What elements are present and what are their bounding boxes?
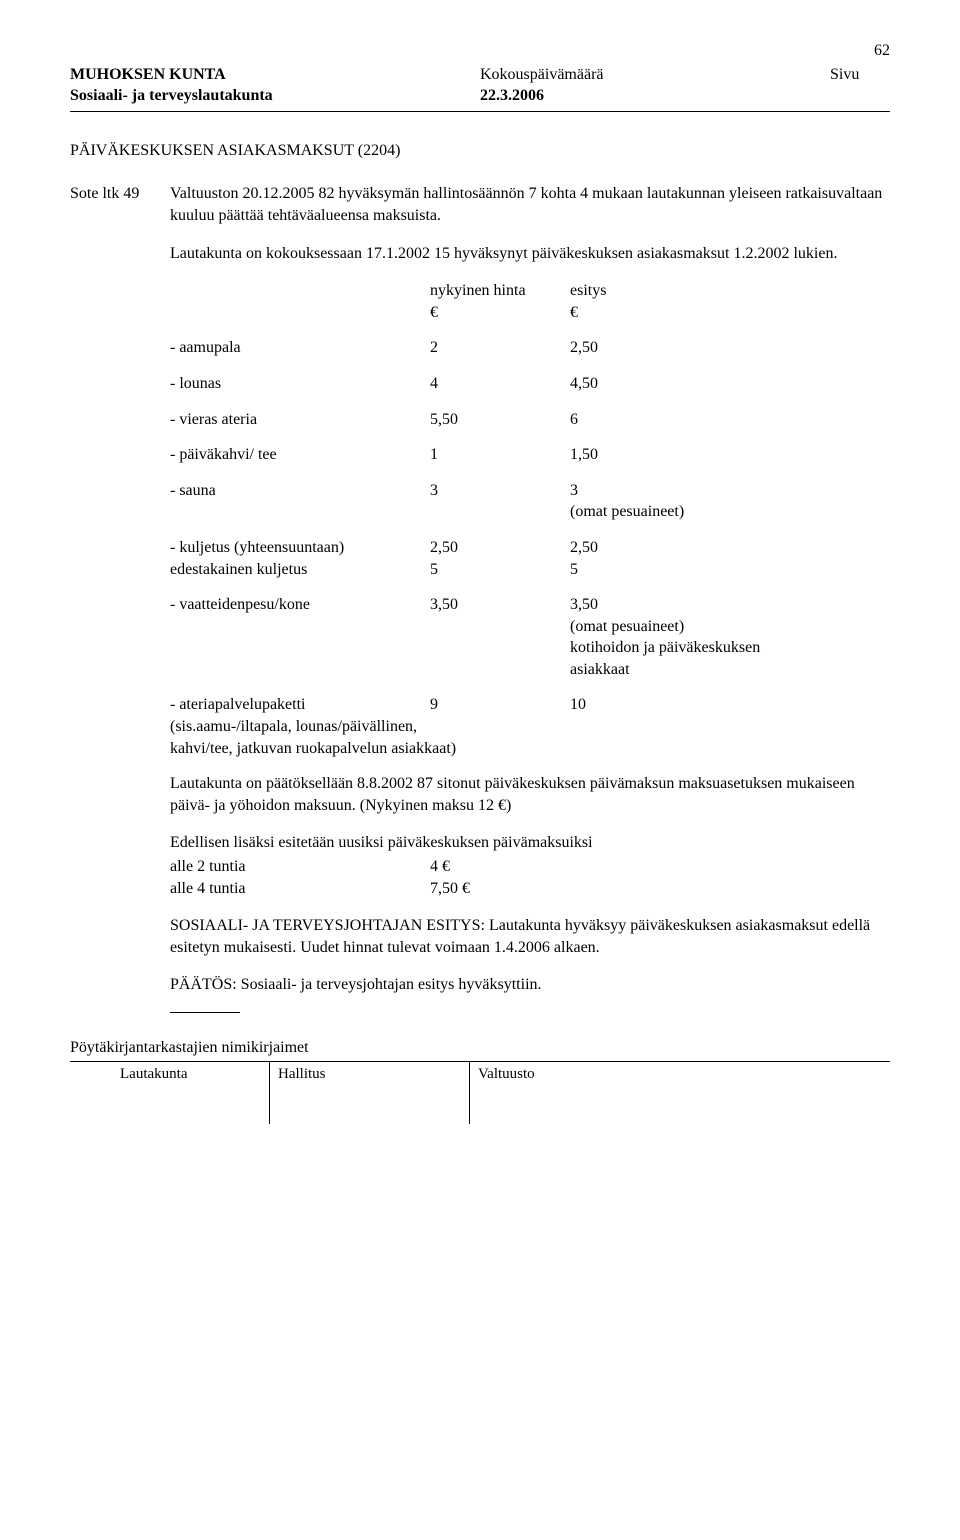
price-row-vaate-note1: (omat pesuaineet) [170,616,890,638]
price-current: 3,50 [430,594,570,616]
header-rule [70,111,890,112]
price-label: - vaatteidenpesu/kone [170,594,430,616]
footer-col-2: Hallitus [270,1062,470,1124]
price-sublabel: kahvi/tee, jatkuvan ruokapalvelun asiakk… [170,738,890,760]
header-org: MUHOKSEN KUNTA [70,64,330,86]
body-row: Sote ltk 49 Valtuuston 20.12.2005 82 hyv… [70,183,890,1023]
price-label: - päiväkahvi/ tee [170,444,430,466]
price-row-ateria-sub1: (sis.aamu-/iltapala, lounas/päivällinen, [170,716,890,738]
price-label: - sauna [170,480,430,502]
price-proposed: 10 [570,694,730,716]
price-sublabel: (sis.aamu-/iltapala, lounas/päivällinen, [170,716,890,738]
day-fee-value: 4 € [430,856,530,878]
price-row-kahvi: - päiväkahvi/ tee 1 1,50 [170,444,890,466]
price-table-header: nykyinen hinta € esitys € [170,280,890,323]
price-current: 5,50 [430,409,570,431]
paragraph-5: SOSIAALI- JA TERVEYSJOHTAJAN ESITYS: Lau… [170,915,890,958]
paragraph-6: PÄÄTÖS: Sosiaali- ja terveysjohtajan esi… [170,974,890,996]
footer: Pöytäkirjantarkastajien nimikirjaimet La… [70,1037,890,1124]
price-current: 1 [430,444,570,466]
price-proposed: 1,50 [570,444,730,466]
header-row-1: MUHOKSEN KUNTA Kokouspäivämäärä Sivu [70,64,890,86]
price-label: - aamupala [170,337,430,359]
price-row-ateria: - ateriapalvelupaketti 9 10 [170,694,890,716]
price-current: 5 [430,559,570,581]
signature-rule [170,1012,240,1013]
price-row-sauna-note: (omat pesuaineet) [170,501,890,523]
price-row-vaate: - vaatteidenpesu/kone 3,50 3,50 [170,594,890,616]
price-row-vaate-note3: asiakkaat [170,659,890,681]
price-row-kuljetus-1: - kuljetus (yhteensuuntaan) 2,50 2,50 [170,537,890,559]
price-proposed: 3 [570,480,730,502]
footer-table: Lautakunta Hallitus Valtuusto [70,1061,890,1124]
price-row-vieras: - vieras ateria 5,50 6 [170,409,890,431]
price-current: 9 [430,694,570,716]
price-label: - ateriapalvelupaketti [170,694,430,716]
price-proposed: 6 [570,409,730,431]
day-fee-row-1: alle 2 tuntia 4 € [170,856,890,878]
footer-col-1: Lautakunta [70,1062,270,1124]
price-row-aamupala: - aamupala 2 2,50 [170,337,890,359]
paragraph-3: Lautakunta on päätöksellään 8.8.2002 87 … [170,773,890,816]
col-b-unit: € [570,304,578,321]
col-a-header: nykyinen hinta [430,282,526,299]
header-row-2: Sosiaali- ja terveyslautakunta 22.3.2006 [70,85,890,107]
price-current: 3 [430,480,570,502]
price-row-lounas: - lounas 4 4,50 [170,373,890,395]
header-date-label: Kokouspäivämäärä [480,64,680,86]
body-content: Valtuuston 20.12.2005 82 hyväksymän hall… [170,183,890,1023]
price-note: kotihoidon ja päiväkeskuksen [570,637,830,659]
header-page-label: Sivu [830,64,890,86]
day-fee-label: alle 2 tuntia [170,856,430,878]
price-row-ateria-sub2: kahvi/tee, jatkuvan ruokapalvelun asiakk… [170,738,890,760]
price-proposed: 2,50 [570,337,730,359]
price-row-vaate-note2: kotihoidon ja päiväkeskuksen [170,637,890,659]
price-row-kuljetus-2: edestakainen kuljetus 5 5 [170,559,890,581]
page-title: PÄIVÄKESKUKSEN ASIAKASMAKSUT (2204) [70,140,890,162]
price-proposed: 2,50 [570,537,730,559]
price-proposed: 4,50 [570,373,730,395]
col-b-header: esitys [570,282,606,299]
price-current: 2 [430,337,570,359]
price-note: (omat pesuaineet) [570,501,730,523]
price-row-sauna: - sauna 3 3 [170,480,890,502]
price-current: 4 [430,373,570,395]
footer-caption: Pöytäkirjantarkastajien nimikirjaimet [70,1037,890,1059]
price-current: 2,50 [430,537,570,559]
price-note: (omat pesuaineet) [570,616,730,638]
paragraph-1: Valtuuston 20.12.2005 82 hyväksymän hall… [170,183,890,226]
col-a-unit: € [430,304,438,321]
price-label: - lounas [170,373,430,395]
day-fee-label: alle 4 tuntia [170,878,430,900]
price-proposed: 5 [570,559,730,581]
page-number: 62 [70,40,890,62]
price-label: edestakainen kuljetus [170,559,430,581]
item-label: Sote ltk 49 [70,183,170,1023]
header-date: 22.3.2006 [480,85,680,107]
day-fee-value: 7,50 € [430,878,530,900]
paragraph-4: Edellisen lisäksi esitetään uusiksi päiv… [170,832,890,854]
price-label: - kuljetus (yhteensuuntaan) [170,537,430,559]
price-note: asiakkaat [570,659,730,681]
footer-col-3: Valtuusto [470,1062,890,1124]
price-label: - vieras ateria [170,409,430,431]
paragraph-2: Lautakunta on kokouksessaan 17.1.2002 15… [170,243,890,265]
price-proposed: 3,50 [570,594,730,616]
header-dept: Sosiaali- ja terveyslautakunta [70,85,330,107]
day-fee-row-2: alle 4 tuntia 7,50 € [170,878,890,900]
